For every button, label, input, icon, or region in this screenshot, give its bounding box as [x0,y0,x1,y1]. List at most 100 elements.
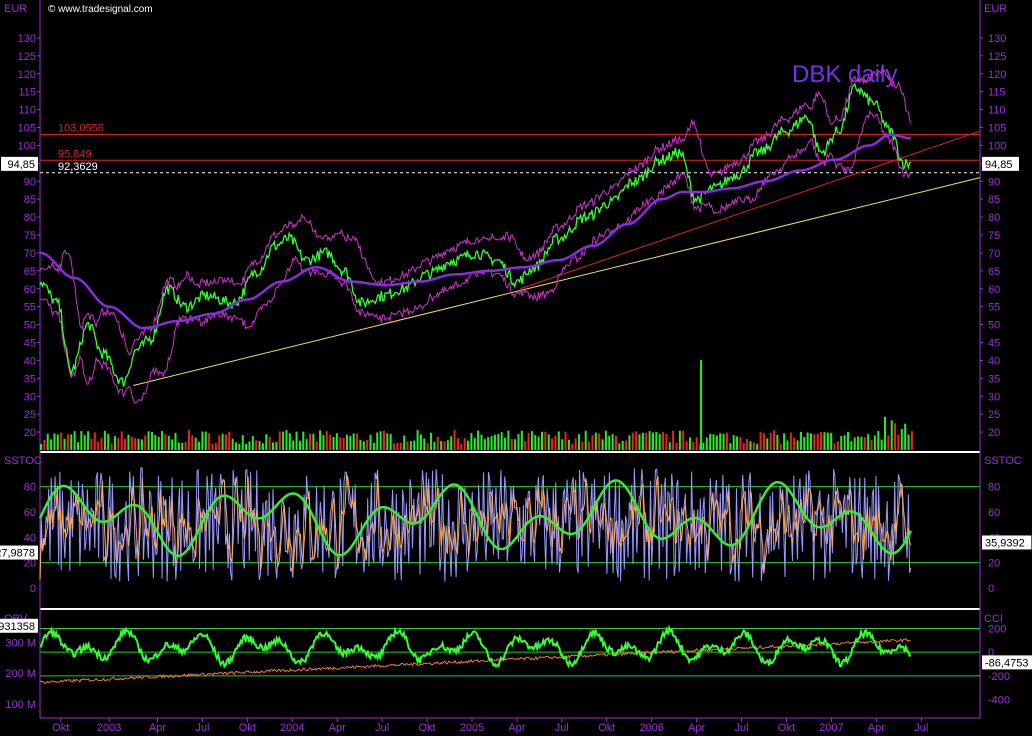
volume-bar [736,436,739,450]
volume-bar [248,441,251,450]
volume-bar [255,440,258,450]
volume-bar [672,430,675,450]
volume-bar [490,436,493,450]
volume-bar [406,441,409,450]
price-current-right: 94,85 [985,159,1013,171]
cci-tick-1: -200 [988,671,1010,683]
volume-bar [218,435,221,450]
source-label: © www.tradesignal.com [48,4,153,15]
volume-bar [762,433,765,450]
price-tick-left-20: 20 [24,427,36,439]
volume-bar [154,435,157,450]
volume-bar [43,439,46,450]
volume-bar [520,430,523,450]
volume-bar [87,431,90,450]
volume-bar [604,430,607,450]
volume-bar [399,442,402,450]
volume-bar [208,433,211,450]
volume-bar [608,435,611,450]
volume-bar [258,441,261,450]
volume-bar [833,443,836,450]
price-tick-left-80: 80 [24,212,36,224]
volume-bar [722,434,725,450]
stoch-slow-line [38,479,913,558]
x-tick-label-6: Apr [329,722,346,734]
x-tick-label-9: 2005 [460,722,484,734]
volume-bar [288,433,291,450]
volume-bar [201,431,204,450]
price-tick-left-45: 45 [24,338,36,350]
volume-bar-spike [700,360,703,450]
stoch-tick-left-20: 20 [24,558,36,570]
price-tick-left-110: 110 [18,105,36,117]
x-tick-label-2: Apr [149,722,166,734]
volume-bar [157,436,160,450]
volume-bar [577,434,580,450]
volume-bar [487,437,490,450]
volume-bar [194,437,197,450]
volume-bar [167,435,170,450]
price-tick-left-30: 30 [24,391,36,403]
volume-bar [419,434,422,450]
volume-bar [477,430,480,450]
volume-bar [618,443,621,450]
price-tick-right-50: 50 [988,320,1000,332]
volume-bar [641,432,644,450]
price-tick-right-125: 125 [988,51,1006,63]
volume-bar [329,434,332,450]
volume-bar [214,442,217,450]
volume-bar [685,441,688,450]
stoch-label-left: SSTOC [4,455,42,467]
volume-bar [480,434,483,450]
chart-title: DBK daily [792,61,897,88]
volume-bar [409,441,412,450]
x-tick-label-14: Apr [688,722,705,734]
volume-bar [527,432,530,450]
price-line [39,82,912,387]
volume-bar [594,432,597,450]
volume-bar [826,432,829,450]
volume-bar [386,433,389,450]
volume-bar [177,442,180,450]
volume-bar [571,443,574,450]
volume-bar [712,434,715,450]
sma-line [39,133,911,330]
volume-bar [497,433,500,450]
price-unit-left: EUR [4,3,27,15]
price-tick-right-75: 75 [988,230,1000,242]
volume-bar [514,439,517,450]
volume-bar [379,431,382,450]
volume-bar [803,437,806,450]
volume-bar [76,442,79,450]
volume-bar [752,442,755,450]
volume-bar [97,441,100,450]
price-tick-right-115: 115 [988,87,1006,99]
volume-bar [456,438,459,450]
volume-bars [40,360,913,450]
price-tick-right-110: 110 [988,105,1006,117]
volume-bar [191,435,194,450]
volume-bar [816,434,819,450]
volume-bar [678,430,681,450]
volume-bar [766,438,769,450]
stoch-tick-left-40: 40 [24,532,36,544]
x-tick-label-8: Okt [418,722,435,734]
volume-bar [789,432,792,450]
volume-bar [870,439,873,450]
volume-bar [453,430,456,450]
volume-bar [561,439,564,450]
x-tick-label-18: Apr [868,722,885,734]
volume-bar [769,432,772,450]
volume-bar [396,442,399,450]
price-tick-right-70: 70 [988,248,1000,260]
price-tick-right-30: 30 [988,391,1000,403]
volume-bar [786,440,789,450]
volume-bar [261,443,264,450]
volume-bar [315,441,318,450]
stoch-tick-right-20: 20 [988,558,1000,570]
volume-bar [524,441,527,450]
volume-bar [699,443,702,450]
volume-bar [171,439,174,450]
volume-bar [463,438,466,450]
volume-bar [134,438,137,450]
